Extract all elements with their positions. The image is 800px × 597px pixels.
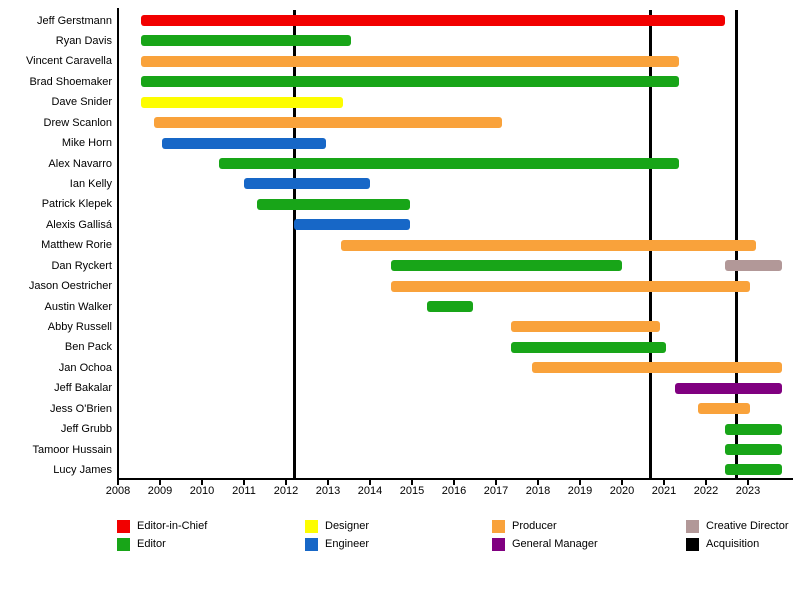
timeline-bar-engineer bbox=[162, 137, 326, 149]
legend-label: Creative Director bbox=[706, 520, 789, 532]
x-axis-line bbox=[117, 477, 793, 480]
x-axis-tick bbox=[705, 479, 707, 485]
legend-label: Acquisition bbox=[706, 538, 760, 550]
timeline-bar-producer bbox=[141, 55, 679, 67]
person-label: Jeff Bakalar bbox=[54, 382, 112, 395]
timeline-bar-producer bbox=[340, 239, 757, 251]
timeline-bar-editor bbox=[141, 35, 352, 47]
person-label: Ben Pack bbox=[64, 341, 112, 354]
person-label: Tamoor Hussain bbox=[32, 443, 112, 456]
legend-swatch-acquisition bbox=[686, 538, 699, 551]
legend-swatch-creative-director bbox=[686, 520, 699, 533]
x-axis-tick-label: 2013 bbox=[315, 485, 341, 497]
x-axis-tick bbox=[117, 479, 119, 485]
x-axis-tick-label: 2020 bbox=[609, 485, 635, 497]
x-axis-tick bbox=[495, 479, 497, 485]
timeline-bar-producer bbox=[531, 362, 782, 374]
legend-label: General Manager bbox=[512, 538, 598, 550]
person-label: Ian Kelly bbox=[69, 177, 112, 190]
person-label: Jeff Grubb bbox=[60, 423, 112, 436]
legend-swatch-engineer bbox=[305, 538, 318, 551]
legend-label: Designer bbox=[325, 520, 370, 532]
x-axis-tick-label: 2012 bbox=[273, 485, 299, 497]
person-label: Ryan Davis bbox=[55, 34, 112, 47]
person-label: Matthew Rorie bbox=[41, 239, 112, 252]
timeline-bar-producer bbox=[153, 117, 503, 129]
person-label: Jason Oestricher bbox=[28, 280, 112, 293]
timeline-bar-general-manager bbox=[674, 382, 782, 394]
person-label: Alexis Gallisá bbox=[45, 218, 112, 231]
y-axis-line bbox=[117, 8, 119, 478]
x-axis-tick-label: 2023 bbox=[735, 485, 761, 497]
timeline-bar-editor bbox=[141, 76, 679, 88]
x-axis-tick-label: 2010 bbox=[189, 485, 215, 497]
x-axis-tick-label: 2011 bbox=[232, 485, 256, 497]
person-label: Vincent Caravella bbox=[25, 55, 112, 68]
person-label: Dan Ryckert bbox=[51, 259, 112, 272]
timeline-bar-engineer bbox=[294, 219, 410, 231]
person-label: Jess O'Brien bbox=[49, 402, 112, 415]
timeline-bar-editor bbox=[510, 341, 667, 353]
x-axis-tick bbox=[243, 479, 245, 485]
x-axis-tick-label: 2018 bbox=[525, 485, 551, 497]
timeline-bar-designer bbox=[141, 96, 343, 108]
person-label: Mike Horn bbox=[61, 137, 112, 150]
x-axis-tick bbox=[159, 479, 161, 485]
x-axis-tick bbox=[285, 479, 287, 485]
x-axis-tick bbox=[537, 479, 539, 485]
timeline-bar-editor bbox=[426, 301, 473, 313]
legend-swatch-general-manager bbox=[492, 538, 505, 551]
timeline-bar-engineer bbox=[244, 178, 370, 190]
person-label: Alex Navarro bbox=[48, 157, 112, 170]
x-axis-tick-label: 2015 bbox=[399, 485, 425, 497]
person-label: Jeff Gerstmann bbox=[37, 14, 112, 27]
legend-swatch-editor-in-chief bbox=[117, 520, 130, 533]
x-axis-tick-label: 2014 bbox=[357, 485, 383, 497]
timeline-bar-editor bbox=[724, 464, 782, 476]
timeline-bar-producer bbox=[697, 403, 751, 415]
timeline-bar-editor bbox=[218, 158, 679, 169]
x-axis-tick-label: 2022 bbox=[693, 485, 719, 497]
timeline-bar-editor bbox=[724, 444, 782, 456]
legend-label: Engineer bbox=[325, 538, 370, 550]
legend-swatch-editor bbox=[117, 538, 130, 551]
person-label: Dave Snider bbox=[51, 96, 112, 109]
person-label: Abby Russell bbox=[47, 320, 112, 333]
x-axis-tick-label: 2019 bbox=[567, 485, 593, 497]
person-label: Austin Walker bbox=[44, 300, 112, 313]
timeline-bar-editor bbox=[724, 423, 782, 435]
timeline-bar-editor bbox=[256, 198, 410, 210]
timeline-bar-producer bbox=[391, 280, 751, 292]
person-label: Jan Ochoa bbox=[58, 361, 112, 374]
x-axis-tick-label: 2021 bbox=[651, 485, 677, 497]
x-axis-tick bbox=[579, 479, 581, 485]
person-label: Drew Scanlon bbox=[43, 116, 112, 129]
acquisition-line-1 bbox=[292, 10, 296, 478]
x-axis-tick bbox=[411, 479, 413, 485]
x-axis-tick bbox=[327, 479, 329, 485]
person-label: Brad Shoemaker bbox=[29, 75, 112, 88]
legend-swatch-producer bbox=[492, 520, 505, 533]
timeline-bar-editor bbox=[391, 260, 622, 272]
timeline-bar-producer bbox=[510, 321, 660, 333]
x-axis-tick-label: 2009 bbox=[147, 485, 173, 497]
person-label: Lucy James bbox=[53, 463, 112, 476]
timeline-bar-editor-in-chief bbox=[141, 15, 725, 26]
x-axis-tick-label: 2008 bbox=[105, 485, 131, 497]
x-axis-tick bbox=[369, 479, 371, 485]
legend-label: Editor-in-Chief bbox=[137, 520, 208, 532]
x-axis-tick bbox=[453, 479, 455, 485]
x-axis-tick-label: 2017 bbox=[483, 485, 509, 497]
x-axis-tick bbox=[747, 479, 749, 485]
legend-swatch-designer bbox=[305, 520, 318, 533]
legend-label: Producer bbox=[512, 520, 557, 532]
timeline-bar-creative-director bbox=[724, 260, 782, 272]
x-axis-tick bbox=[621, 479, 623, 485]
person-label: Patrick Klepek bbox=[41, 198, 112, 211]
x-axis-tick bbox=[201, 479, 203, 485]
legend-label: Editor bbox=[137, 538, 166, 550]
x-axis-tick bbox=[663, 479, 665, 485]
x-axis-tick-label: 2016 bbox=[441, 485, 467, 497]
